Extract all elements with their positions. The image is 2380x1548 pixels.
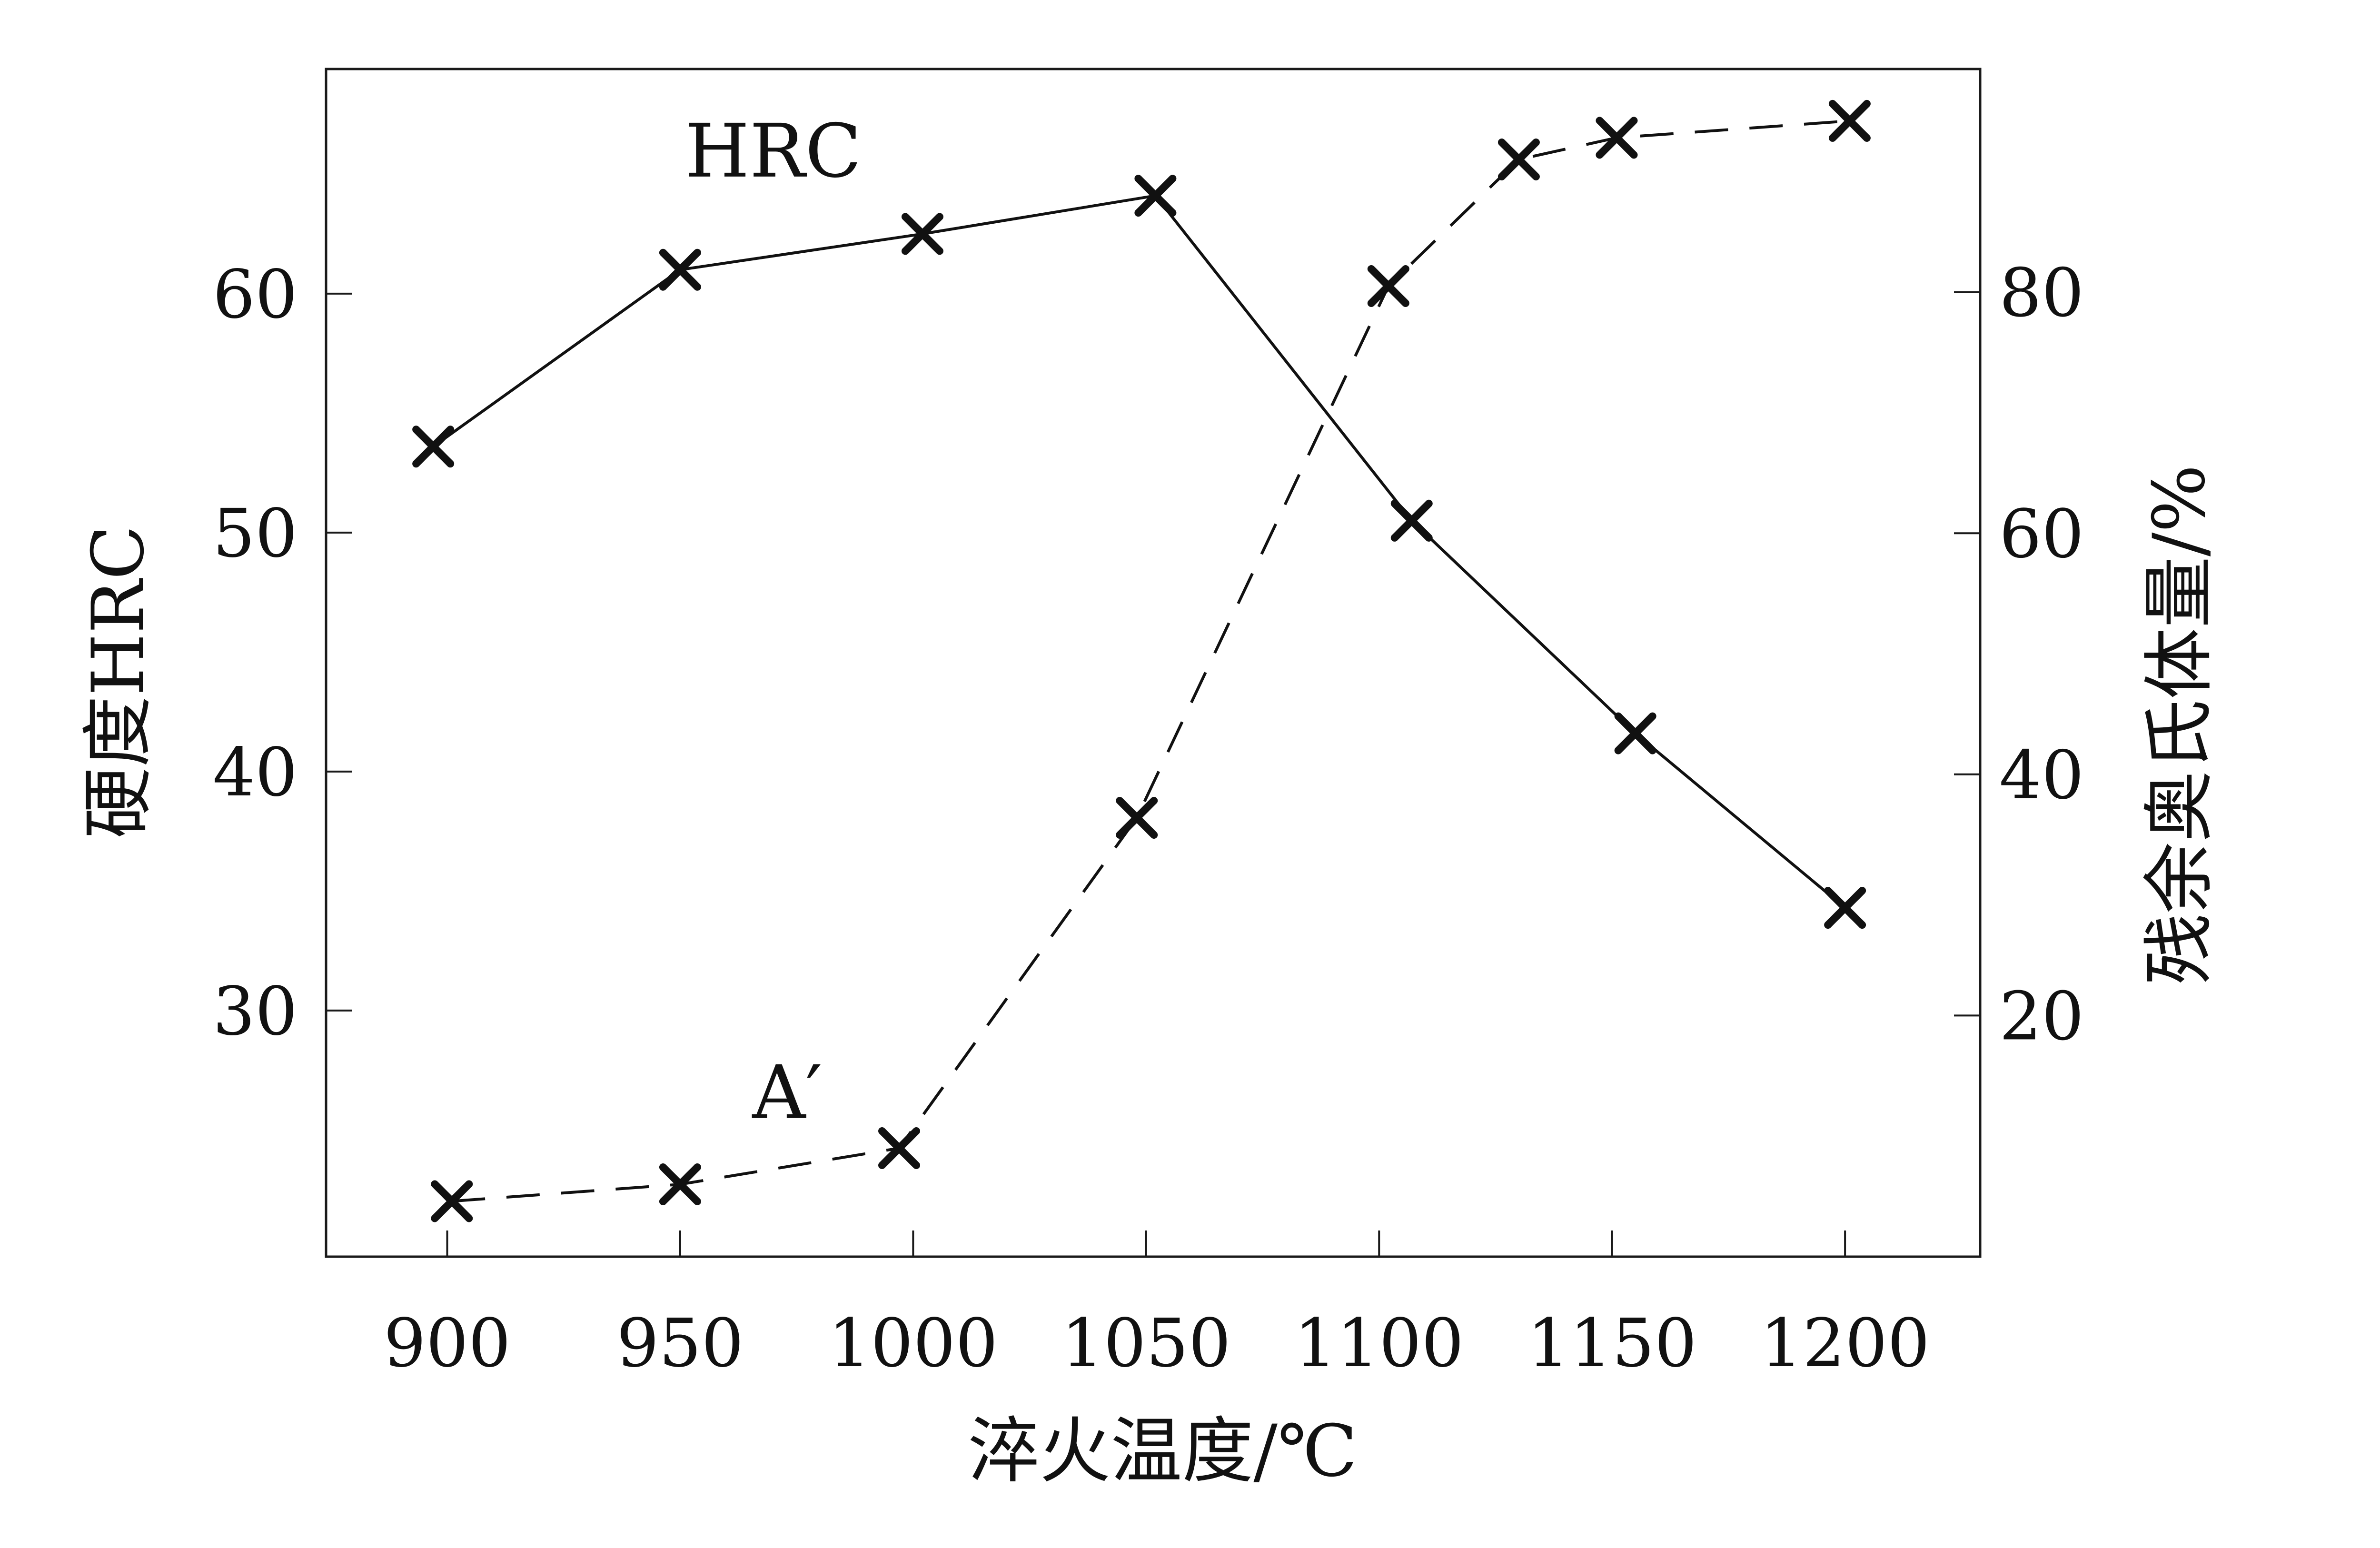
y-left-tick-label: 60	[213, 256, 298, 334]
y-left-axis-title: 硬度HRC	[77, 525, 160, 839]
hardness-point	[901, 213, 943, 255]
x-tick-label: 1200	[1760, 1305, 1930, 1382]
y-right-axis-title: 残余奥氏体量/%	[2138, 465, 2221, 985]
retained-austenite-point	[1497, 138, 1540, 180]
hardness-line	[432, 194, 1846, 909]
chart-labels: 淬火温度/℃ 硬度HRC 残余奥氏体量/% HRC A′	[77, 108, 2221, 1493]
y-right-tick-label: 60	[1999, 496, 2084, 573]
y-right-tick-label: 20	[1999, 978, 2084, 1055]
marker-stroke	[1390, 499, 1433, 542]
marker-stroke	[878, 1127, 921, 1170]
x-tick-label: 950	[616, 1305, 744, 1382]
marker-stroke	[901, 213, 943, 255]
x-tick-label: 1000	[828, 1305, 998, 1382]
marker-stroke	[1497, 138, 1540, 180]
marker-stroke	[1134, 175, 1177, 217]
series-lines	[432, 119, 1850, 1203]
x-tick-label: 1050	[1061, 1305, 1231, 1382]
marker-stroke	[1116, 796, 1158, 839]
marker-stroke	[1367, 265, 1409, 307]
y-left-tick-label: 50	[213, 495, 298, 573]
x-tick-label: 1150	[1527, 1305, 1697, 1382]
series-label-hrc: HRC	[685, 108, 861, 194]
retained-austenite-point	[1828, 99, 1871, 142]
retained-austenite-line	[452, 119, 1850, 1203]
marker-stroke	[412, 426, 455, 468]
retained-austenite-point	[659, 1163, 701, 1206]
plot-frame	[325, 68, 1982, 1258]
x-tick-label: 1100	[1294, 1305, 1464, 1382]
x-axis-title: 淬火温度/℃	[968, 1410, 1357, 1493]
y-left-tick-label: 40	[213, 734, 298, 812]
hardness-point	[1614, 712, 1656, 754]
hardness-point	[1134, 175, 1177, 217]
axes	[325, 68, 1982, 1258]
retained-austenite-point	[1116, 796, 1158, 839]
marker-stroke	[1828, 99, 1871, 142]
y-left-tick-label: 30	[213, 973, 298, 1051]
hardness-point	[1824, 887, 1866, 929]
hardness-point	[659, 248, 701, 291]
y-right-tick-label: 40	[1999, 737, 2084, 814]
series-markers	[412, 99, 1871, 1222]
hardness-point	[412, 426, 455, 468]
series-label-austenite: A′	[752, 1050, 823, 1136]
marker-stroke	[1596, 117, 1638, 159]
marker-stroke	[1614, 712, 1656, 754]
ticks: 900 950 1000 1050 1100 1150 1200 30 40 50 60 20 40 60…	[213, 255, 2084, 1382]
marker-stroke	[1824, 887, 1866, 929]
retained-austenite-point	[1367, 265, 1409, 307]
retained-austenite-point	[878, 1127, 921, 1170]
retained-austenite-point	[1596, 117, 1638, 159]
marker-stroke	[659, 1163, 701, 1206]
y-right-tick-label: 80	[1999, 255, 2084, 332]
x-tick-label: 900	[384, 1305, 511, 1382]
retained-austenite-point	[431, 1180, 473, 1222]
marker-stroke	[431, 1180, 473, 1222]
marker-stroke	[659, 248, 701, 291]
hardness-point	[1390, 499, 1433, 542]
